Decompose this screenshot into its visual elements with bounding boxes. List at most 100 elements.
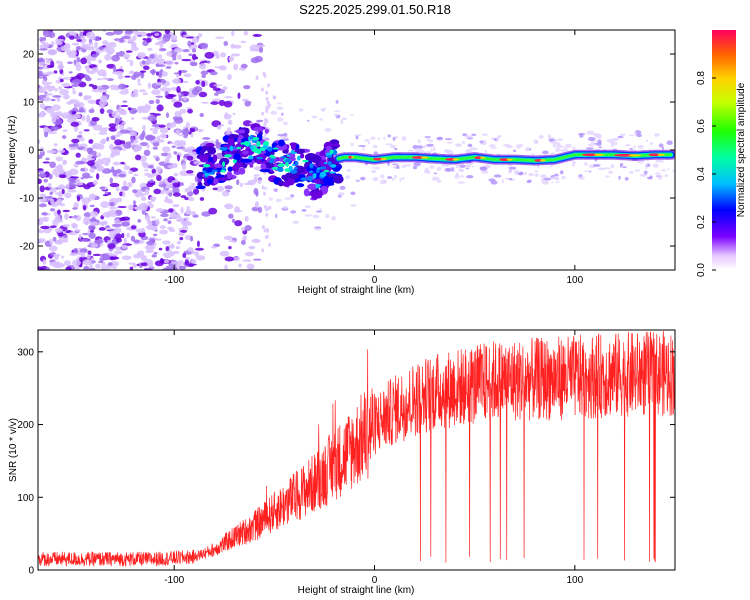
noise-blob [42, 227, 52, 234]
speck-blob [652, 163, 659, 168]
noise-blob [39, 185, 45, 193]
speck-blob [375, 166, 380, 170]
speck-blob [534, 170, 539, 173]
speck-blob [298, 108, 304, 112]
speck-blob [446, 141, 453, 144]
noise-blob [155, 95, 164, 98]
noise-blob [209, 82, 218, 89]
speck-blob [479, 140, 484, 144]
noise-blob [130, 225, 137, 230]
speck-blob [263, 134, 266, 139]
colorbar-label: Normalized spectral amplitude [736, 82, 747, 217]
noise-blob [43, 126, 49, 133]
noise-blob [232, 112, 236, 116]
noise-blob [39, 37, 43, 42]
energy-core [277, 163, 285, 168]
noise-blob [243, 30, 249, 36]
speck-blob [372, 177, 379, 182]
noise-blob [89, 58, 97, 61]
speck-blob [424, 136, 432, 138]
noise-blob [79, 31, 85, 38]
noise-blob [71, 259, 81, 267]
speck-blob [551, 176, 559, 180]
noise-blob [244, 224, 252, 231]
noise-blob [38, 87, 47, 94]
noise-blob [95, 263, 101, 269]
noise-blob [220, 123, 224, 127]
noise-blob [81, 43, 90, 49]
noise-blob [74, 35, 81, 40]
speck-blob [628, 134, 635, 137]
noise-blob [155, 218, 160, 226]
noise-blob [187, 151, 197, 155]
noise-blob [92, 253, 102, 257]
noise-blob [97, 86, 103, 89]
noise-blob [121, 121, 126, 125]
energy-core [250, 146, 254, 150]
noise-blob [111, 110, 118, 114]
speck-blob [514, 171, 518, 176]
noise-blob [58, 174, 67, 179]
noise-blob [38, 203, 47, 208]
speck-blob [283, 121, 289, 126]
noise-blob [244, 100, 251, 107]
spectrogram-ylabel: Frequency (Hz) [7, 116, 18, 185]
noise-blob [165, 66, 171, 69]
noise-blob [79, 238, 89, 242]
noise-blob [151, 89, 161, 96]
noise-blob [102, 77, 110, 80]
noise-blob [130, 235, 136, 242]
speck-blob [372, 144, 378, 149]
speck-blob [350, 142, 354, 147]
noise-blob [85, 157, 95, 161]
noise-blob [234, 206, 241, 213]
noise-blob [147, 47, 153, 51]
noise-blob [122, 100, 128, 103]
noise-blob [128, 70, 135, 75]
noise-blob [155, 208, 165, 213]
speck-blob [394, 174, 398, 179]
speck-blob [312, 214, 320, 219]
noise-blob [231, 218, 236, 223]
noise-blob [88, 224, 96, 231]
energy-blob [294, 148, 306, 154]
speck-blob [370, 136, 376, 140]
noise-blob [130, 117, 135, 120]
energy-core [280, 156, 287, 159]
noise-blob [58, 184, 66, 191]
noise-blob [180, 195, 187, 199]
noise-blob [38, 173, 47, 178]
noise-blob [170, 86, 178, 91]
colorbar: 0.0 0.2 0.4 0.6 0.8 Normalized spectral ampl… [696, 30, 747, 277]
speck-blob [437, 136, 442, 140]
speck-blob [465, 134, 470, 139]
noise-blob [159, 225, 166, 230]
speck-blob [454, 174, 460, 179]
speck-blob [354, 134, 362, 137]
speck-blob [634, 131, 637, 136]
noise-blob [144, 213, 150, 221]
streak-blob [265, 212, 269, 217]
noise-blob [252, 34, 262, 37]
noise-blob [51, 116, 57, 123]
energy-core [307, 175, 313, 182]
speck-blob [479, 167, 488, 171]
noise-blob [164, 30, 171, 35]
noise-blob [196, 240, 200, 248]
energy-core [208, 171, 216, 175]
noise-blob [172, 250, 180, 255]
speck-blob [625, 143, 631, 147]
noise-blob [53, 143, 58, 147]
energy-blob [303, 188, 310, 197]
y-tick-label: -10 [20, 194, 35, 205]
noise-blob [101, 138, 107, 144]
energy-core [243, 141, 250, 146]
noise-blob [156, 135, 161, 142]
noise-blob [68, 71, 73, 74]
noise-blob [224, 112, 228, 118]
noise-blob [224, 185, 233, 190]
colorbar-ticks: 0.0 0.2 0.4 0.6 0.8 [696, 71, 716, 277]
noise-blob [62, 93, 70, 100]
speck-blob [555, 181, 561, 184]
noise-blob [71, 87, 75, 91]
